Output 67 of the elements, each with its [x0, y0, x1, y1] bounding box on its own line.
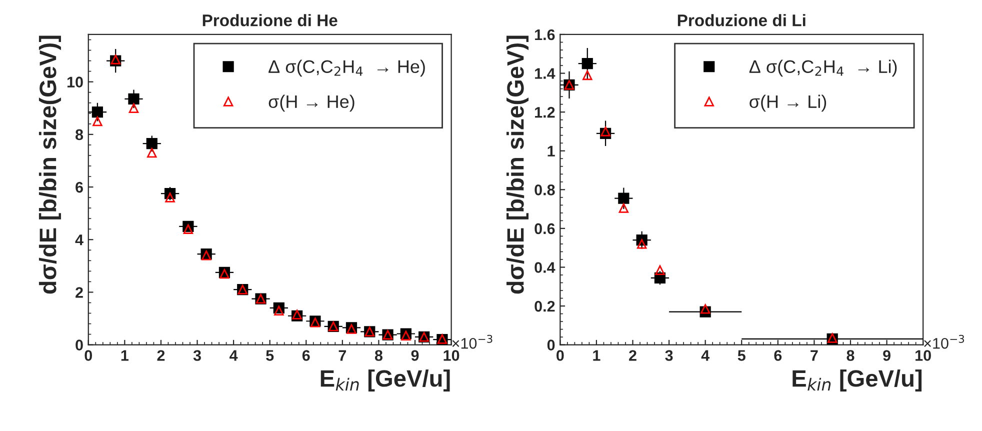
x-tick-label: 10 — [444, 350, 460, 361]
x-tick-label: 8 — [846, 350, 854, 361]
point — [274, 306, 284, 316]
legend-label: Δ σ(C,C$_{2}$H$_{4}$ → He) — [268, 60, 425, 77]
point — [183, 224, 194, 234]
point — [700, 304, 710, 314]
point — [582, 58, 593, 70]
x-tick-label: 2 — [157, 350, 165, 361]
text: ×10$^{−3}$ — [924, 334, 964, 349]
x-tick-label: 3 — [193, 350, 201, 361]
x-tick-label: 3 — [665, 350, 673, 361]
point — [618, 203, 629, 213]
y-tick-label: 10 — [67, 76, 83, 88]
y-axis-title: dσ/dE [b/bin size(GeV)] — [506, 36, 529, 294]
x-tick-label: 6 — [774, 350, 782, 361]
x-tick-label: 9 — [883, 350, 890, 361]
legend-label: σ(H → He) — [268, 94, 354, 112]
x-tick-label: 5 — [266, 350, 274, 361]
y-tick-label: 0 — [76, 340, 83, 350]
point — [655, 265, 665, 275]
y-tick-label: 1.6 — [535, 29, 555, 40]
point — [618, 192, 630, 204]
y-tick-label: 0.6 — [534, 223, 555, 234]
chart-title: Produzione di Li — [678, 14, 806, 26]
point — [401, 330, 411, 340]
x-tick-label: 1 — [121, 350, 128, 361]
x-tick-label: 4 — [230, 350, 238, 361]
y-tick-label: 6 — [76, 182, 83, 193]
y-tick-label: 1.4 — [535, 68, 556, 79]
y-tick-label: 0.8 — [534, 184, 555, 196]
y-tick-label: 1 — [548, 146, 555, 156]
point — [128, 93, 140, 104]
legend-label: Δ σ(C,C$_{2}$H$_{4}$ → Li) — [749, 60, 897, 77]
x-tick-label: 0 — [84, 350, 92, 361]
chart-title: Produzione di He — [202, 14, 338, 26]
x-axis-title: E$_{kin}$ [GeV/u] — [320, 369, 450, 392]
point — [92, 116, 102, 126]
legend-label: σ(H → Li) — [750, 94, 826, 112]
x-tick-label: 8 — [374, 350, 382, 361]
x-tick-label: 4 — [701, 350, 710, 361]
point — [636, 239, 647, 249]
point — [128, 103, 139, 113]
point — [600, 126, 610, 136]
x-tick-label: 0 — [556, 350, 564, 361]
y-tick-label: 2 — [76, 287, 83, 298]
y-tick-label: 0 — [547, 340, 555, 350]
x-tick-label: 6 — [302, 350, 310, 361]
y-tick-label: 4 — [75, 234, 84, 246]
x-tick-label: 10 — [916, 350, 931, 361]
y-tick-label: 1.2 — [535, 106, 555, 118]
point — [582, 70, 592, 80]
text: ×10$^{−3}$ — [452, 334, 492, 349]
point — [92, 106, 104, 118]
y-axis-title: dσ/dE [b/bin size(GeV)] — [38, 36, 61, 294]
x-tick-label: 1 — [593, 350, 600, 361]
point — [146, 138, 158, 150]
x-tick-label: 5 — [738, 350, 746, 361]
x-tick-label: 7 — [338, 350, 346, 361]
point — [165, 192, 175, 202]
x-tick-label: 7 — [810, 350, 818, 361]
x-tick-label: 2 — [629, 350, 636, 361]
y-tick-label: 0.4 — [534, 262, 556, 273]
y-tick-label: 8 — [76, 129, 84, 140]
y-tick-label: 0.2 — [534, 300, 555, 312]
point — [147, 148, 157, 158]
x-axis-title: E$_{kin}$ [GeV/u] — [792, 369, 922, 392]
x-tick-label: 9 — [411, 350, 419, 361]
